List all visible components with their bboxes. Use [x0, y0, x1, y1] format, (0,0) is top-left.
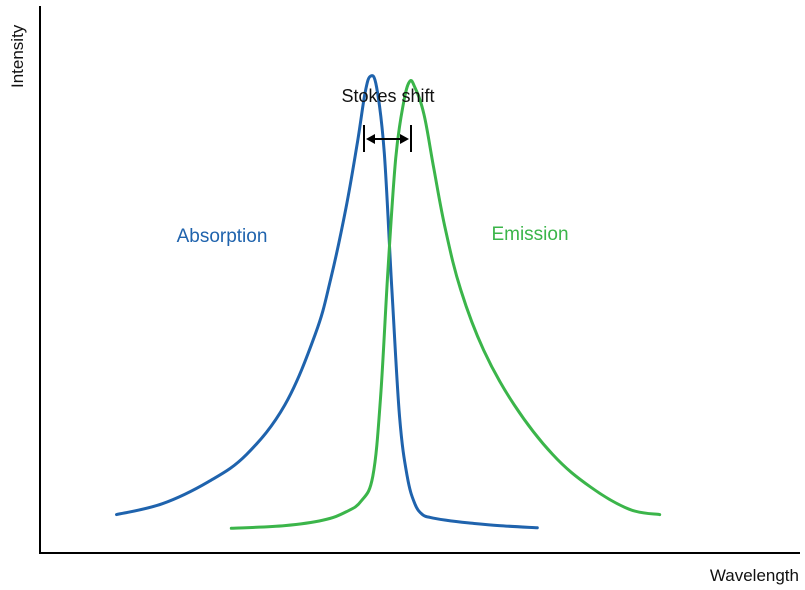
stokes-shift-marker [363, 125, 412, 152]
x-axis-label: Wavelength [710, 566, 799, 585]
series-line-emission [229, 79, 662, 530]
stokes-shift-arrowhead-left [366, 134, 375, 144]
series-line-absorption [115, 74, 539, 530]
series-label-emission: Emission [491, 224, 568, 245]
stokes-shift-label: Stokes shift [341, 86, 434, 106]
y-axis-label: Intensity [8, 24, 27, 88]
stokes-shift-arrowhead-right [400, 134, 409, 144]
series-label-absorption: Absorption [177, 226, 268, 247]
